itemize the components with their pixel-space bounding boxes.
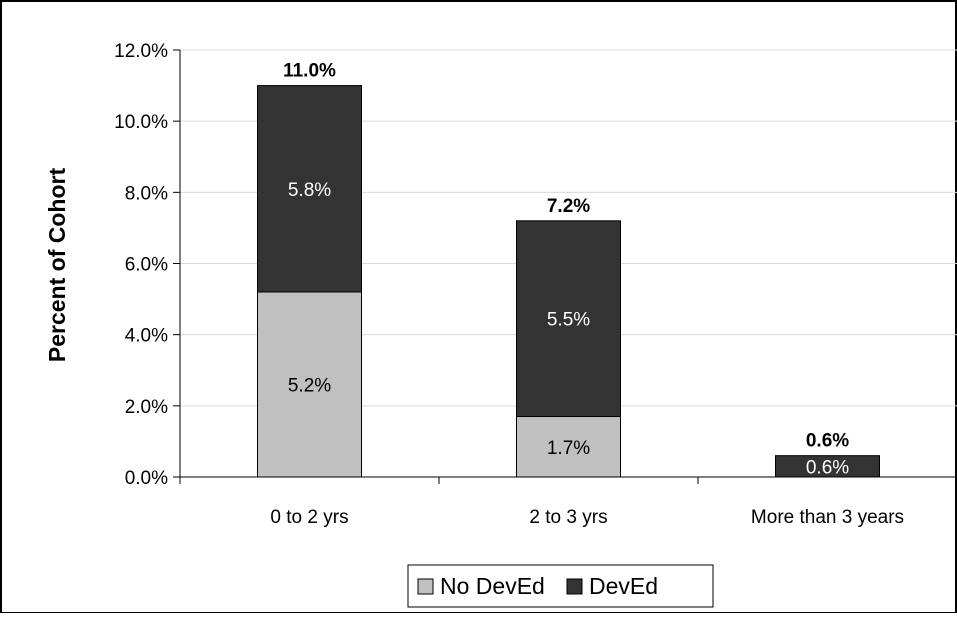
bar-segment: [257, 85, 362, 293]
bars: [257, 85, 880, 478]
legend-swatch: [417, 578, 434, 595]
bar-segment-label: 1.7%: [547, 438, 590, 459]
x-category-label: 2 to 3 yrs: [529, 507, 607, 528]
x-category-label: More than 3 years: [751, 507, 904, 528]
bar-segment-label: 5.2%: [288, 375, 331, 396]
bar-total-label: 0.6%: [806, 431, 849, 452]
bar-segment: [257, 291, 362, 478]
axes: 0.0% 2.0% 4.0% 6.0% 8.0% 10.0% 12.0%: [114, 41, 957, 489]
y-tick-label: 0.0%: [125, 468, 168, 489]
y-tick-label: 6.0%: [125, 255, 168, 276]
y-tick-label: 2.0%: [125, 397, 168, 418]
y-axis-title: Percent of Cohort: [44, 168, 70, 363]
y-tick-label: 10.0%: [114, 112, 168, 133]
bar-segment-label: 5.5%: [547, 310, 590, 331]
legend: No DevEd DevEd: [407, 564, 714, 608]
labels: 5.2% 5.8% 11.0% 0 to 2 yrs 1.7% 5.5% 7.2% 2 to …: [270, 61, 904, 528]
legend-swatch: [566, 578, 583, 595]
y-tick-label: 4.0%: [125, 326, 168, 347]
bar-segment-label: 5.8%: [288, 180, 331, 201]
bar-segment-label: 0.6%: [806, 457, 849, 478]
y-tick-label: 8.0%: [125, 183, 168, 204]
legend-label: DevEd: [589, 573, 658, 599]
legend-label: No DevEd: [440, 573, 545, 599]
bar-segment: [516, 220, 621, 418]
x-category-label: 0 to 2 yrs: [270, 507, 348, 528]
legend-box: [407, 564, 714, 608]
y-tick-label: 12.0%: [114, 41, 168, 62]
bar-total-label: 11.0%: [283, 61, 336, 82]
bar-total-label: 7.2%: [547, 196, 590, 217]
